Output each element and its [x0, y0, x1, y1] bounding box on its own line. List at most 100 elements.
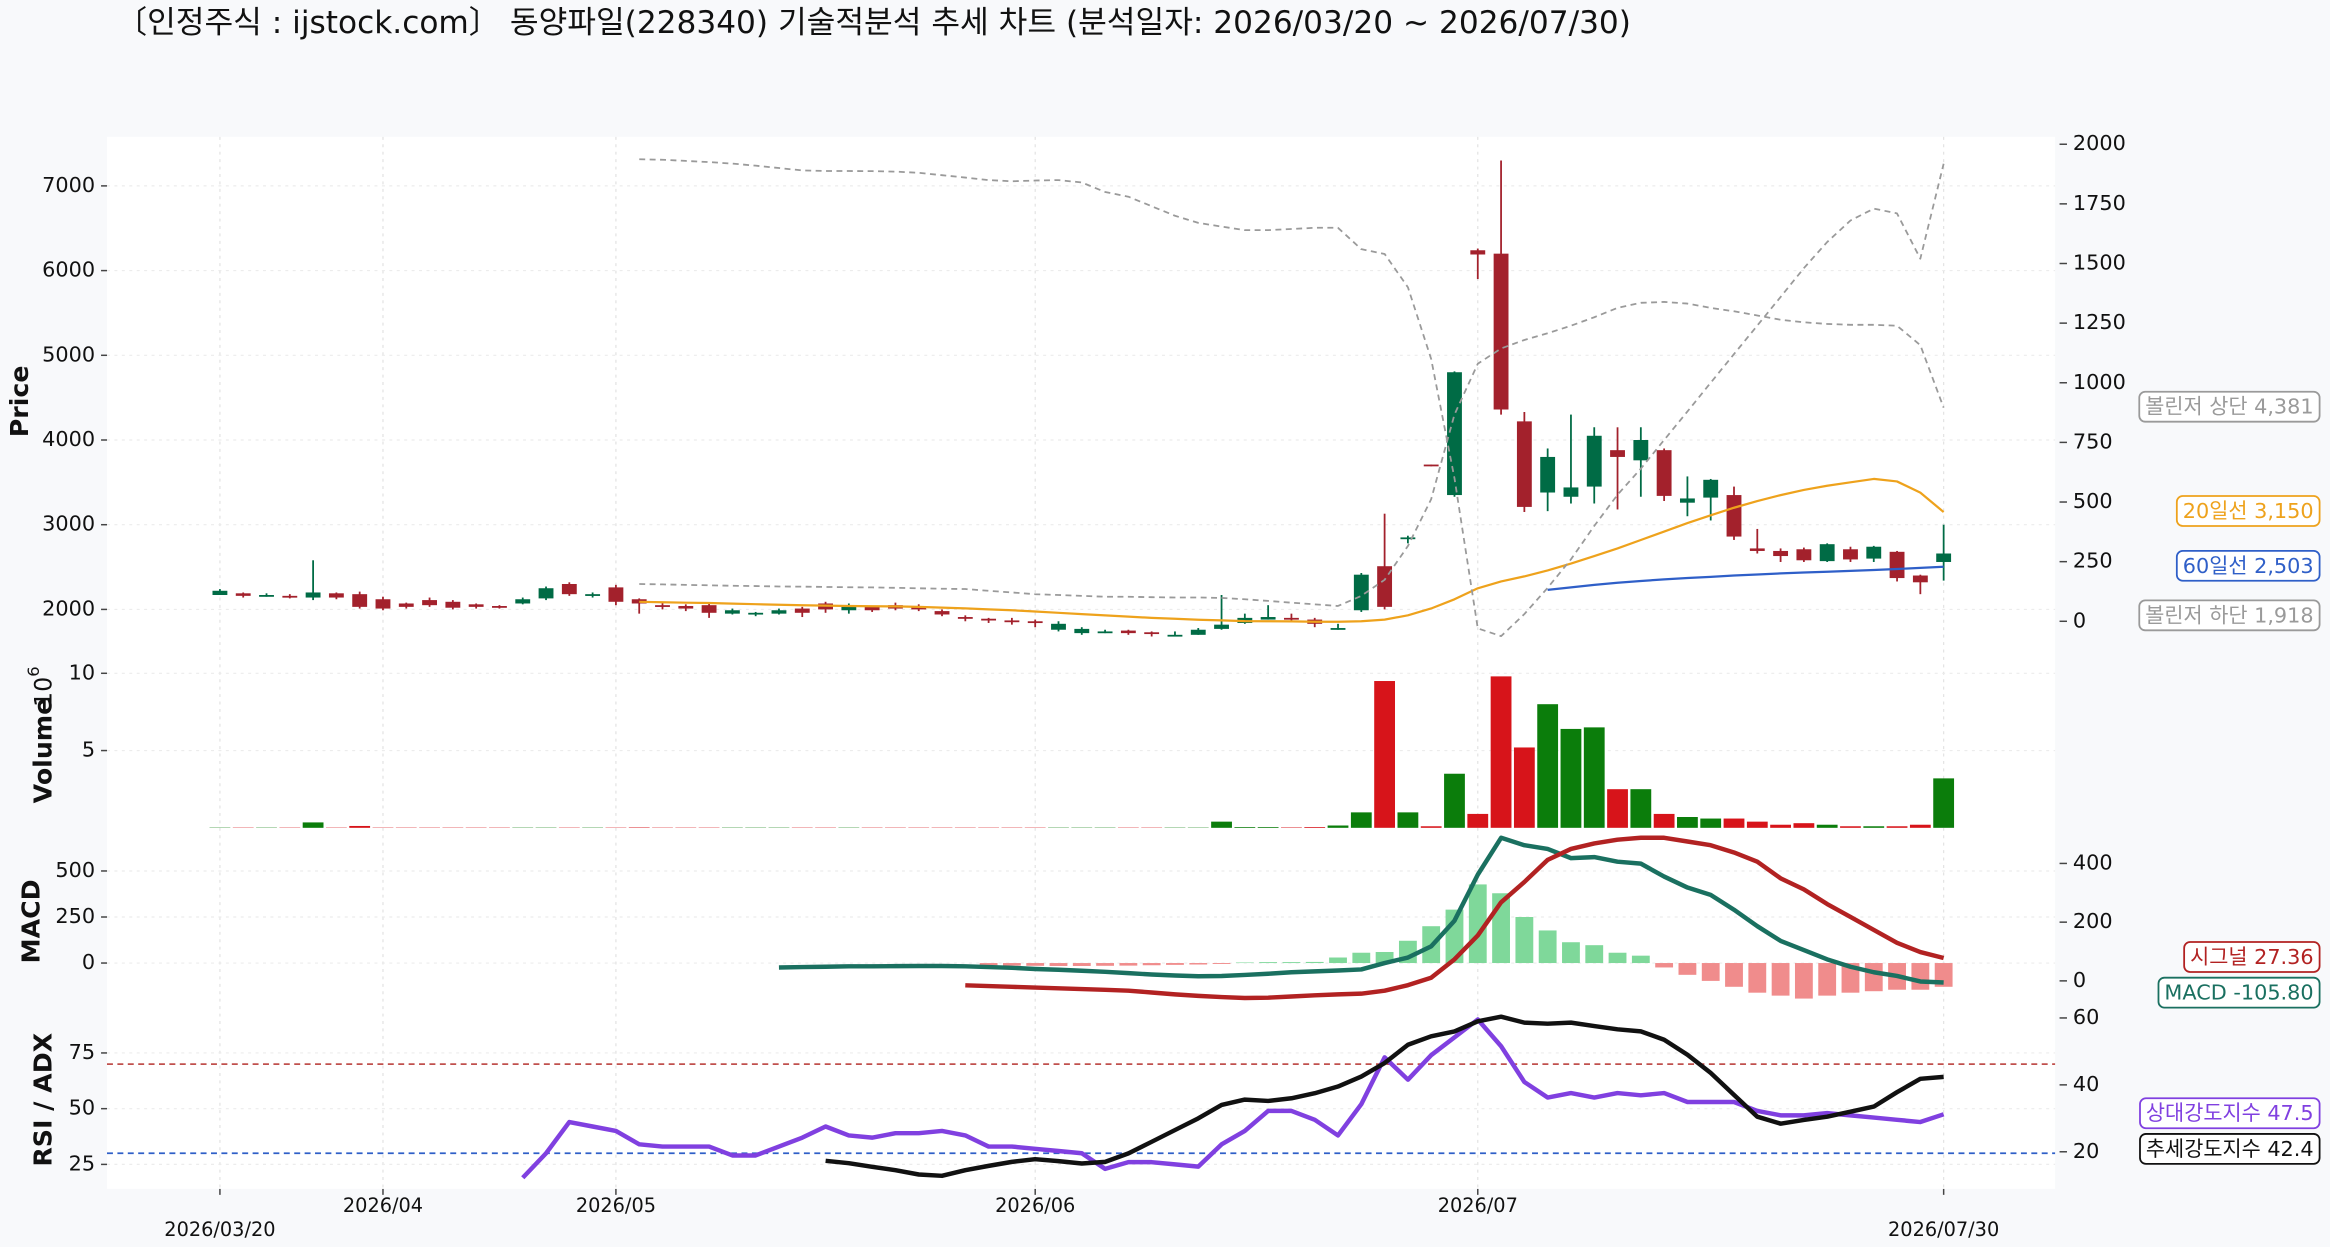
candle-body [212, 590, 228, 596]
end-value-box [2138, 599, 2321, 632]
candle-body [1144, 632, 1160, 635]
histogram-bar [1468, 884, 1487, 964]
volume-bar [1467, 813, 1489, 828]
histogram-bar [1352, 952, 1371, 964]
histogram-bar [1142, 963, 1161, 966]
candle-body [1260, 617, 1276, 620]
candle-body [1051, 623, 1066, 630]
histogram-bar [1585, 945, 1604, 964]
y2-tick-label: 1000 [2073, 370, 2126, 394]
candle-body [259, 595, 274, 597]
y-tick-label: 6000 [42, 258, 95, 282]
y-axis-label: RSI / ADX [29, 1033, 58, 1167]
series-line [1547, 565, 1944, 592]
volume-bar [1397, 812, 1419, 828]
volume-bar [1746, 821, 1768, 828]
histogram-bar [1562, 942, 1580, 964]
end-value-label: 상대강도지수 47.5 [2146, 1101, 2314, 1125]
histogram-bar [1864, 963, 1883, 992]
candle-body [352, 594, 368, 607]
candle-body [1470, 250, 1486, 255]
histogram-bar [1841, 963, 1860, 993]
candle-body [1656, 450, 1672, 496]
candle-body [934, 611, 950, 615]
volume-bar [1420, 826, 1442, 828]
y-scale-exponent: 6 [24, 666, 43, 676]
candle-body [1610, 450, 1625, 457]
y-tick-label: 75 [69, 1040, 95, 1064]
volume-bar [1374, 681, 1396, 828]
candle-body [748, 612, 764, 615]
histogram-bar [1212, 963, 1231, 964]
end-value-box [2157, 976, 2321, 1009]
y2-tick-label: 1750 [2073, 191, 2126, 215]
y-tick-label: 3000 [42, 512, 95, 536]
candle-body [1120, 630, 1136, 634]
volume-bar [1653, 813, 1675, 828]
end-value-box [2183, 941, 2321, 973]
candle-body [1377, 566, 1393, 607]
y2-tick-label: 20 [2073, 1139, 2099, 1163]
volume-bar [1607, 789, 1628, 828]
y-tick-label: 10 [69, 660, 95, 684]
volume-bar [349, 825, 371, 828]
y-tick-label: 2000 [42, 596, 95, 620]
candle-body [375, 599, 391, 609]
candle-body [468, 604, 484, 607]
candle-body [1283, 617, 1299, 620]
series-line [778, 835, 1944, 985]
volume-bar [1327, 825, 1349, 828]
candle-body [538, 588, 554, 599]
candle-body [398, 603, 414, 607]
candle-body [1027, 621, 1043, 624]
series-line [965, 835, 1945, 1001]
x-tick-label: 2026/07 [1438, 1194, 1518, 1217]
candle-body [1936, 553, 1952, 562]
y2-tick-label: 250 [2073, 549, 2113, 573]
y2-tick-label: 1250 [2073, 310, 2126, 334]
histogram-bar [1026, 963, 1045, 966]
volume-bar [1444, 773, 1465, 828]
candle-body [864, 606, 880, 611]
series-line [639, 301, 1945, 607]
candle-body [422, 600, 437, 606]
histogram-bar [1049, 963, 1068, 966]
x-tick-label: 2026/03/20 [164, 1218, 275, 1241]
volume-bar [1211, 821, 1232, 828]
histogram-bar [1725, 963, 1743, 987]
y-tick-label: 250 [55, 904, 95, 928]
volume-bar [1537, 704, 1559, 828]
y-axis-label: Volume [29, 698, 58, 804]
y2-tick-label: 200 [2073, 909, 2113, 933]
candle-body [305, 592, 321, 598]
y-axis-label: Price [5, 365, 34, 437]
candle-body [1726, 495, 1742, 537]
candle-body [1214, 624, 1229, 629]
candle-body [515, 599, 531, 604]
histogram-bar [1072, 963, 1091, 966]
candle-body [282, 595, 298, 598]
histogram-bar [1282, 962, 1301, 964]
histogram-bar [1259, 962, 1278, 964]
candle-body [1074, 628, 1090, 634]
end-value-box [2175, 495, 2321, 527]
x-tick-label: 2026/04 [343, 1194, 423, 1217]
x-tick-label: 2026/05 [576, 1194, 656, 1217]
histogram-bar [1771, 963, 1790, 996]
candle-body [1796, 549, 1812, 561]
candle-body [1493, 253, 1509, 410]
end-value-box [2175, 549, 2321, 582]
x-tick-label: 2026/07/30 [1888, 1218, 1999, 1241]
y2-tick-label: 750 [2073, 429, 2113, 453]
y-tick-label: 25 [69, 1151, 95, 1175]
volume-bar [1700, 818, 1722, 828]
volume-bar [1234, 827, 1256, 828]
candle-body [445, 601, 461, 608]
histogram-bar [1002, 963, 1021, 966]
series-line [521, 1017, 1945, 1180]
histogram-bar [1794, 963, 1813, 999]
y2-tick-label: 0 [2073, 608, 2086, 632]
histogram-bar [1608, 952, 1627, 964]
volume-bar [1350, 812, 1372, 828]
volume-bar [1840, 826, 1861, 828]
